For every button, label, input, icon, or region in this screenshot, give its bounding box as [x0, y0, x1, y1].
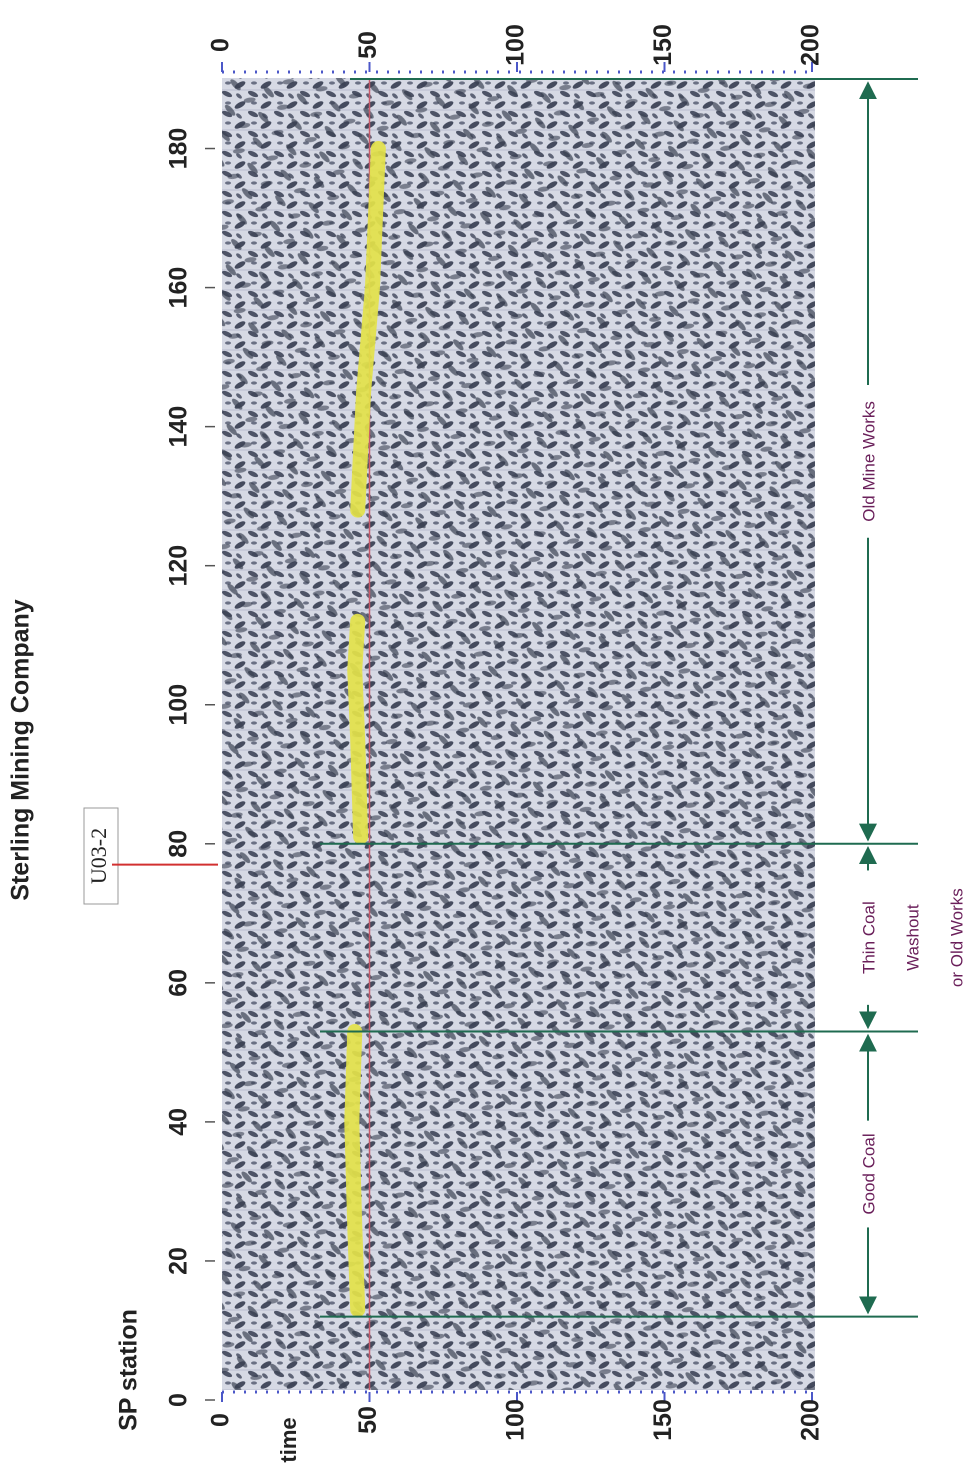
- zone-label: or Old Works: [947, 888, 966, 987]
- x-tick-label: 100: [165, 684, 193, 726]
- y-tick-label: 100: [502, 1399, 530, 1441]
- zone-label: Good Coal: [859, 1133, 878, 1214]
- x-tick-label: 180: [165, 128, 193, 170]
- chart-title: Sterling Mining Company: [7, 599, 35, 900]
- x-tick-label: 80: [165, 830, 193, 858]
- y-tick-label: 200: [797, 1399, 825, 1441]
- x-tick-label: 140: [165, 406, 193, 448]
- seismic-texture: [222, 78, 815, 1390]
- y-tick-label: 50: [354, 1406, 382, 1434]
- plot-area: [222, 70, 815, 1394]
- x-tick-label: 20: [165, 1247, 193, 1275]
- x-tick-label: 60: [165, 969, 193, 997]
- y-tick-label: 50: [354, 31, 382, 59]
- x-tick-label: 0: [165, 1393, 193, 1407]
- line-label: U03-2: [86, 828, 111, 884]
- x-axis-label: SP station: [115, 1309, 143, 1431]
- y-tick-label: 100: [502, 24, 530, 66]
- y-tick-label: 150: [649, 1399, 677, 1441]
- horizon: [347, 613, 369, 845]
- y-tick-label: 0: [207, 38, 235, 52]
- y-tick-label: 200: [797, 24, 825, 66]
- zone-label: Washout: [903, 904, 922, 971]
- x-tick-label: 160: [165, 267, 193, 309]
- zone-label: Old Mine Works: [859, 401, 878, 522]
- y-axis-label: time: [276, 1417, 301, 1462]
- horizon: [350, 141, 386, 518]
- x-tick-label: 40: [165, 1108, 193, 1136]
- y-tick-label: 0: [207, 1413, 235, 1427]
- y-tick-label: 150: [649, 24, 677, 66]
- horizon: [344, 1024, 366, 1318]
- x-tick-label: 120: [165, 545, 193, 587]
- line-label-box: [83, 807, 119, 905]
- zone-label: Thin Coal: [859, 901, 878, 974]
